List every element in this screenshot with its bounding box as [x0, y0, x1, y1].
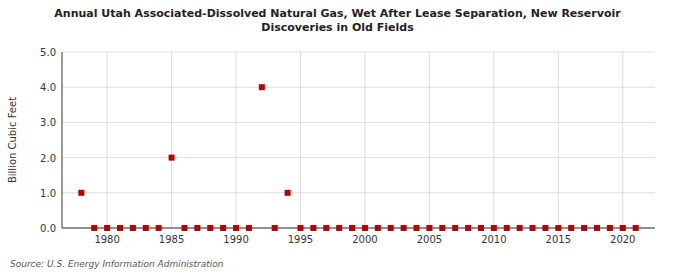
point [555, 225, 561, 231]
point [542, 225, 548, 231]
point [297, 225, 303, 231]
y-tick-label: 1.0 [40, 188, 56, 199]
point [530, 225, 536, 231]
grid-line-x [493, 52, 494, 228]
x-tick-label: 2015 [546, 234, 571, 245]
point [504, 225, 510, 231]
x-tick-label: 1980 [94, 234, 119, 245]
grid-line-x [236, 52, 237, 228]
point [285, 190, 291, 196]
point [156, 225, 162, 231]
x-tick-label: 1985 [159, 234, 184, 245]
grid-line-x [107, 52, 108, 228]
y-tick-label: 5.0 [40, 47, 56, 58]
point [310, 225, 316, 231]
point [233, 225, 239, 231]
x-tick-label: 1995 [288, 234, 313, 245]
point [259, 84, 265, 90]
point [620, 225, 626, 231]
point [439, 225, 445, 231]
x-tick-label: 2005 [417, 234, 442, 245]
point [517, 225, 523, 231]
point [194, 225, 200, 231]
y-tick-label: 2.0 [40, 153, 56, 164]
y-axis-label: Billion Cubic Feet [7, 97, 18, 183]
title: Annual Utah Associated-Dissolved Natural… [54, 7, 621, 34]
point [272, 225, 278, 231]
x-tick-label: 2000 [352, 234, 377, 245]
y-tick-label: 3.0 [40, 117, 56, 128]
point [78, 190, 84, 196]
point [414, 225, 420, 231]
y-tick-label: 0.0 [40, 223, 56, 234]
source: Source: U.S. Energy Information Administ… [10, 259, 224, 269]
grid-line-y [62, 87, 655, 88]
x-tick-label: 1990 [223, 234, 248, 245]
grid [62, 52, 655, 228]
chart: Annual Utah Associated-Dissolved Natural… [0, 0, 675, 275]
point [375, 225, 381, 231]
point [388, 225, 394, 231]
grid-line-y [62, 192, 655, 193]
grid-line-x [558, 52, 559, 228]
point [465, 225, 471, 231]
y-tick-label: 4.0 [40, 82, 56, 93]
x-axis-line [62, 228, 655, 229]
point [478, 225, 484, 231]
point [130, 225, 136, 231]
point [91, 225, 97, 231]
x-tick-label: 2010 [481, 234, 506, 245]
grid-line-x [300, 52, 301, 228]
grid-line-x [364, 52, 365, 228]
point [336, 225, 342, 231]
point [143, 225, 149, 231]
point [207, 225, 213, 231]
x-tick-label: 2020 [610, 234, 635, 245]
title-line: Discoveries in Old Fields [261, 21, 414, 34]
point [581, 225, 587, 231]
grid-line-x [171, 52, 172, 228]
point [633, 225, 639, 231]
point [607, 225, 613, 231]
y-axis-line [62, 52, 63, 228]
point [220, 225, 226, 231]
grid-line-y [62, 228, 655, 229]
grid-line-y [62, 52, 655, 53]
point [246, 225, 252, 231]
point [452, 225, 458, 231]
grid-line-x [429, 52, 430, 228]
point [594, 225, 600, 231]
grid-line-x [622, 52, 623, 228]
point [323, 225, 329, 231]
point [401, 225, 407, 231]
point [568, 225, 574, 231]
point [104, 225, 110, 231]
point [362, 225, 368, 231]
point [491, 225, 497, 231]
point [349, 225, 355, 231]
point [117, 225, 123, 231]
point [181, 225, 187, 231]
point [169, 155, 175, 161]
point [426, 225, 432, 231]
title-line: Annual Utah Associated-Dissolved Natural… [54, 7, 621, 20]
grid-line-y [62, 157, 655, 158]
grid-line-y [62, 122, 655, 123]
points [78, 84, 638, 231]
